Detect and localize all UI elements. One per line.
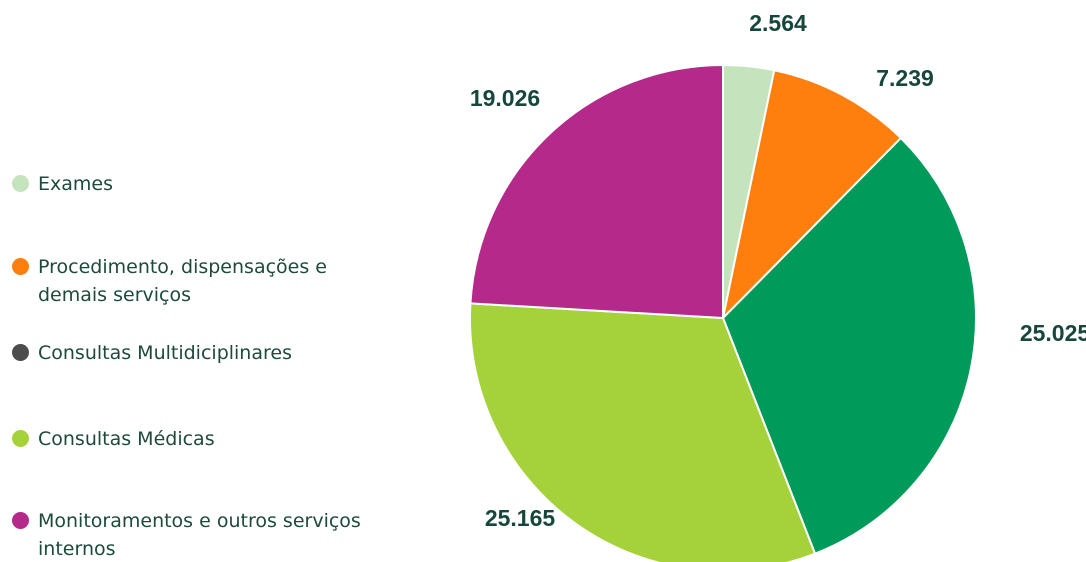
legend-item: Consultas Médicas: [12, 425, 432, 453]
legend-item: Exames: [12, 170, 432, 198]
legend-marker: [12, 258, 29, 275]
legend-marker: [12, 175, 29, 192]
legend-item: Monitoramentos e outros serviços interno…: [12, 507, 432, 562]
pie-slice: [721, 136, 977, 555]
legend-item: Procedimento, dispensações e demais serv…: [12, 253, 432, 309]
legend-marker: [12, 430, 29, 447]
pie-slice: [469, 63, 724, 320]
data-label: 25.025: [1020, 320, 1086, 346]
legend-marker: [12, 344, 29, 361]
legend-label: Consultas Multidiciplinares: [38, 342, 292, 364]
legend-label: Consultas Médicas: [38, 428, 215, 450]
legend-label: Procedimento, dispensações e demais serv…: [38, 256, 327, 306]
pie-slice: [469, 302, 817, 562]
legend-label: Exames: [38, 173, 113, 195]
data-label: 2.564: [749, 10, 807, 36]
pie-slice: [721, 69, 903, 322]
data-label: 7.239: [876, 65, 934, 91]
legend-item: Consultas Multidiciplinares: [12, 339, 432, 367]
legend-label: Monitoramentos e outros serviços interno…: [38, 510, 361, 560]
legend-marker: [12, 512, 29, 529]
data-label: 25.165: [485, 505, 556, 531]
data-label: 19.026: [470, 85, 540, 111]
